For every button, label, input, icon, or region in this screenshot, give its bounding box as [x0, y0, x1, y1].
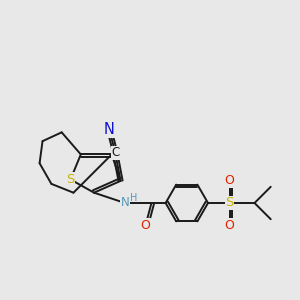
Text: N: N: [104, 122, 115, 137]
Text: S: S: [66, 173, 75, 186]
Text: O: O: [225, 174, 234, 188]
Text: O: O: [141, 219, 151, 232]
Text: N: N: [121, 196, 129, 209]
Text: H: H: [130, 193, 137, 203]
Text: C: C: [111, 146, 119, 159]
Text: S: S: [225, 196, 234, 209]
Text: O: O: [225, 219, 234, 232]
